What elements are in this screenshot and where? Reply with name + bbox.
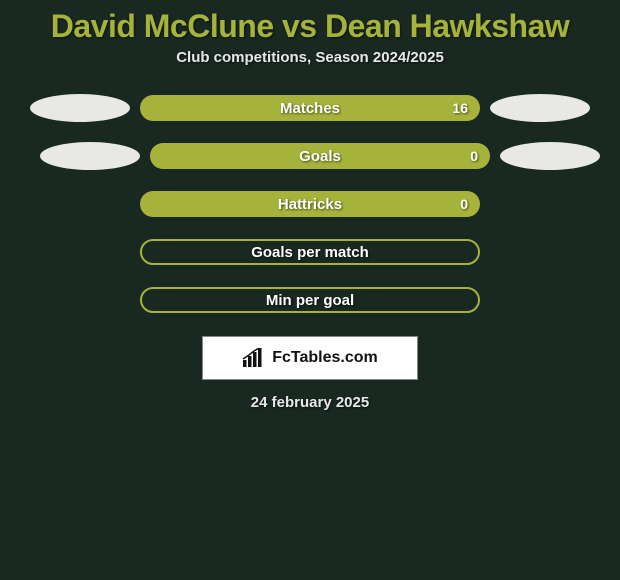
stat-label: Goals per match [251,244,369,261]
date-text: 24 february 2025 [0,394,620,411]
stat-bar: Goals 0 [150,143,490,169]
stat-bar: Hattricks 0 [140,191,480,217]
right-spacer [490,190,590,218]
left-indicator-oval [30,94,130,122]
stat-row: Goals per match [0,238,620,266]
bar-chart-icon [242,348,266,368]
stat-bar: Min per goal [140,287,480,313]
subtitle: Club competitions, Season 2024/2025 [0,49,620,94]
stat-label: Goals [299,148,341,165]
stat-value: 0 [470,148,478,164]
stat-rows: Matches 16 Goals 0 Hattricks 0 Goals per match… [0,94,620,314]
left-spacer [30,238,130,266]
logo-text: FcTables.com [272,349,378,367]
right-spacer [490,238,590,266]
stat-value: 0 [460,196,468,212]
stat-bar: Goals per match [140,239,480,265]
stat-label: Matches [280,100,340,117]
stat-value: 16 [452,100,468,116]
right-indicator-oval [500,142,600,170]
stat-row: Matches 16 [0,94,620,122]
stat-row: Goals 0 [0,142,620,170]
left-spacer [30,286,130,314]
stat-row: Min per goal [0,286,620,314]
stat-row: Hattricks 0 [0,190,620,218]
stat-bar: Matches 16 [140,95,480,121]
page-title: David McClune vs Dean Hawkshaw [0,0,620,49]
stat-label: Min per goal [266,292,354,309]
left-indicator-oval [40,142,140,170]
logo-box: FcTables.com [202,336,418,380]
stat-label: Hattricks [278,196,342,213]
left-spacer [30,190,130,218]
right-indicator-oval [490,94,590,122]
right-spacer [490,286,590,314]
